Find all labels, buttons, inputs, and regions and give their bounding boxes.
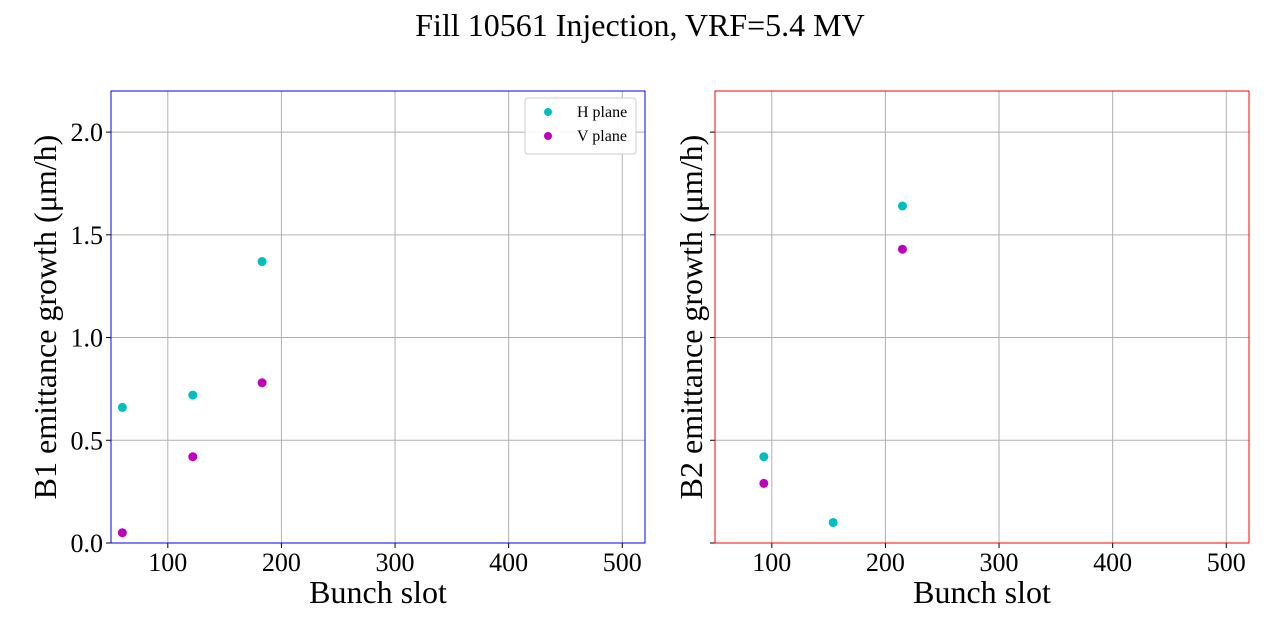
- legend-marker: [544, 132, 552, 140]
- data-point-h-plane: [188, 390, 198, 400]
- data-point-v-plane: [759, 478, 769, 488]
- y-tick-label: 0.0: [71, 529, 104, 558]
- data-point-v-plane: [117, 528, 127, 538]
- legend-marker: [544, 108, 552, 116]
- chart-panel-1: 100 200 300 400 500 0.0 0.5 1.0 1.5 2.0 Bunch slot…: [27, 90, 646, 610]
- chart-panel-2: 100 200 300 400 500 Bunch slot B2 emittance gr…: [673, 90, 1250, 610]
- data-point-v-plane: [257, 378, 267, 388]
- x-tick-label: 500: [1207, 548, 1246, 577]
- y-tick-label: 1.0: [71, 324, 104, 353]
- x-axis-label: Bunch slot: [913, 574, 1051, 610]
- legend-label: H plane: [577, 104, 627, 121]
- y-axis-label: B1 emittance growth (μm/h): [27, 135, 63, 500]
- y-tick-label: 2.0: [71, 118, 104, 147]
- plot-frame: [714, 90, 1250, 544]
- data-point-h-plane: [828, 517, 838, 527]
- legend-box: [524, 97, 637, 155]
- data-point-v-plane: [188, 452, 198, 462]
- x-tick-label: 300: [376, 548, 415, 577]
- plots-container: 100 200 300 400 500 0.0 0.5 1.0 1.5 2.0 Bunch slot…: [27, 90, 1250, 610]
- x-tick-label: 500: [603, 548, 642, 577]
- data-point-h-plane: [257, 257, 267, 267]
- x-tick-label: 400: [489, 548, 528, 577]
- x-tick-label: 400: [1093, 548, 1132, 577]
- figure-title: Fill 10561 Injection, VRF=5.4 MV: [415, 7, 864, 43]
- data-point-v-plane: [897, 244, 907, 254]
- data-point-h-plane: [117, 402, 127, 412]
- data-point-h-plane: [897, 201, 907, 211]
- legend-label: V plane: [577, 128, 627, 145]
- y-axis-label: B2 emittance growth (μm/h): [673, 135, 709, 500]
- y-tick-label: 0.5: [71, 426, 104, 455]
- y-tick-label: 1.5: [71, 221, 104, 250]
- plot-frame: [110, 90, 646, 544]
- x-tick-label: 300: [980, 548, 1019, 577]
- x-tick-label: 100: [752, 548, 791, 577]
- x-axis-label: Bunch slot: [309, 574, 447, 610]
- x-tick-label: 100: [148, 548, 187, 577]
- data-point-h-plane: [759, 452, 769, 462]
- x-tick-label: 200: [866, 548, 905, 577]
- x-tick-label: 200: [262, 548, 301, 577]
